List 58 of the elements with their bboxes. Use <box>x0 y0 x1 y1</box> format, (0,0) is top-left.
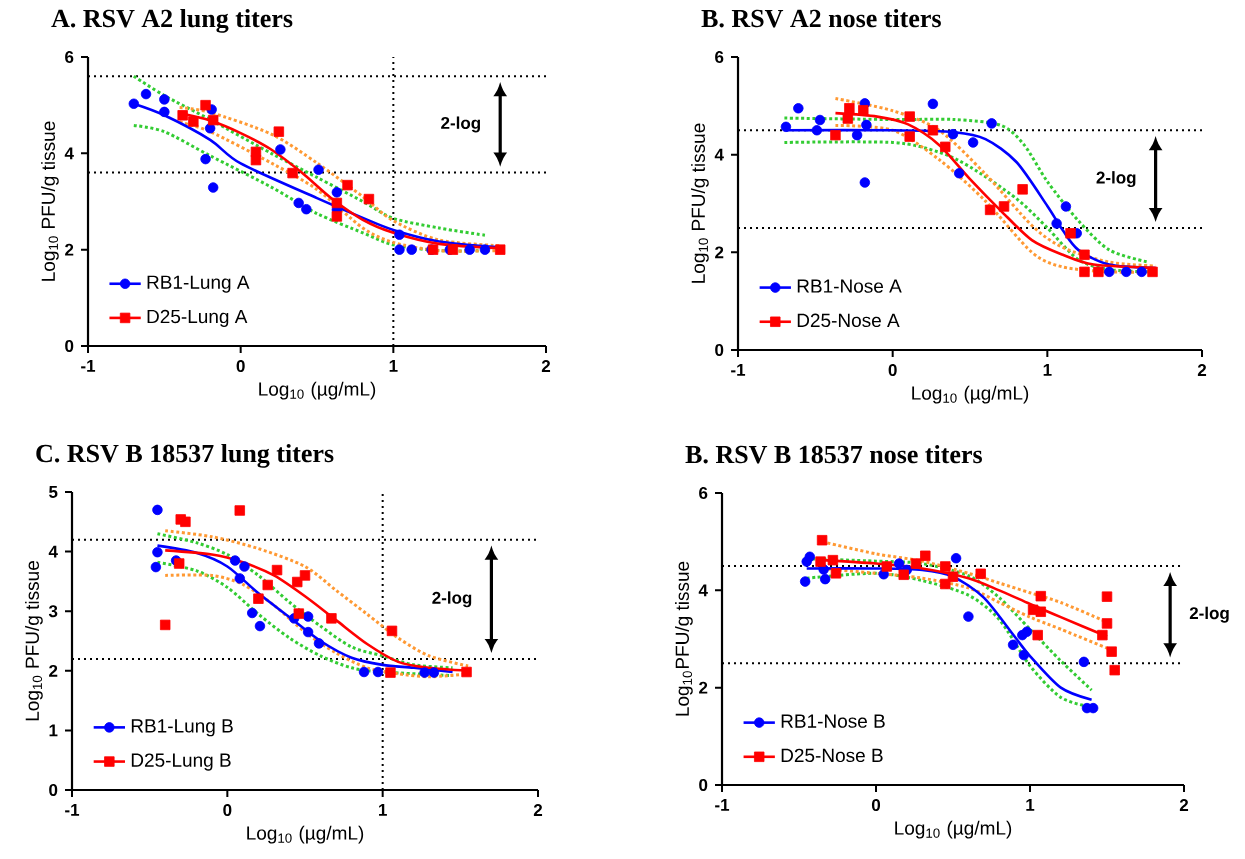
y-tick-label: 6 <box>699 487 708 500</box>
x-tick-label: 1 <box>389 360 398 372</box>
x-tick-label: 1 <box>1026 799 1035 811</box>
x-tick-label: -1 <box>715 799 730 811</box>
x-tick-label: 0 <box>223 804 232 817</box>
annotation: 2-log <box>1096 171 1136 188</box>
y-tick-label: 4 <box>48 545 58 558</box>
y-tick-label: 4 <box>714 148 724 161</box>
y-tick-label: 4 <box>698 584 708 597</box>
y-tick-label: 0 <box>65 340 74 353</box>
text: 2-log <box>1189 606 1229 623</box>
y-axis-title: Log$_{10}$ PFU/g tissue <box>41 121 59 281</box>
y-tick-label: 0 <box>715 344 724 357</box>
x-tick-label: 2 <box>1197 364 1207 376</box>
y-axis-title: Log$_{10}$ PFU/g tissue <box>25 561 43 721</box>
y-tick-label: 0 <box>699 779 708 792</box>
x-tick-label: -1 <box>81 360 96 372</box>
x-tick-label: 2 <box>541 360 551 372</box>
x-axis-title: Log$_{10}$ (µg/mL) <box>895 820 1012 839</box>
x-tick-label: 1 <box>1043 364 1052 376</box>
annotation: 2-log <box>432 591 472 608</box>
legend-label: RB1-Lung B <box>131 719 233 737</box>
x-axis-title: Log$_{10}$ (µg/mL) <box>912 385 1029 404</box>
legend-label: D25-Lung A <box>147 309 248 327</box>
y-axis-title: Log$_{10}$ PFU/g tissue <box>691 123 709 283</box>
x-tick-label: 2 <box>1179 799 1189 811</box>
legend-label: RB1-Lung A <box>147 275 250 293</box>
legend-label: RB1-Nose A <box>797 279 902 293</box>
legend-label: D25-Nose A <box>797 313 900 328</box>
legend-label: D25-Lung B <box>131 753 231 771</box>
y-tick-label: 5 <box>49 486 58 498</box>
x-axis-title: Log$_{10}$ (µg/mL) <box>247 825 364 844</box>
x-tick-label: 1 <box>379 804 387 816</box>
y-tick-label: 0 <box>49 784 58 797</box>
y-tick-label: 2 <box>49 664 58 677</box>
x-tick-label: 0 <box>888 364 897 377</box>
x-tick-label: 0 <box>871 799 881 812</box>
y-tick-label: 6 <box>65 51 74 64</box>
chart-title: C. RSV B 18537 lung titers <box>36 443 334 468</box>
annotation: 2-log <box>441 116 481 133</box>
x-tick-label: -1 <box>65 804 80 816</box>
chart-title: A. RSV A2 lung titers <box>51 8 293 33</box>
y-tick-label: 2 <box>65 243 74 256</box>
chart-title: B. RSV B 18537 nose titers <box>685 444 982 464</box>
x-tick-label: -1 <box>731 364 746 376</box>
legend-label: RB1-Nose B <box>781 714 885 728</box>
x-tick-label: 0 <box>236 360 245 373</box>
y-axis-title: Log$_{10}$PFU/g tissue <box>675 561 693 716</box>
y-tick-label: 2 <box>699 681 708 694</box>
y-tick-label: 2 <box>715 246 724 259</box>
legend-label: D25-Nose B <box>781 748 883 763</box>
x-tick-label: 2 <box>533 804 543 816</box>
y-tick-label: 4 <box>64 147 74 160</box>
y-tick-label: 6 <box>715 51 724 64</box>
chart-title: B. RSV A2 nose titers <box>701 8 941 28</box>
y-tick-label: 1 <box>49 724 58 737</box>
y-tick-label: 3 <box>48 605 58 618</box>
x-axis-title: Log$_{10}$ (µg/mL) <box>259 381 376 400</box>
